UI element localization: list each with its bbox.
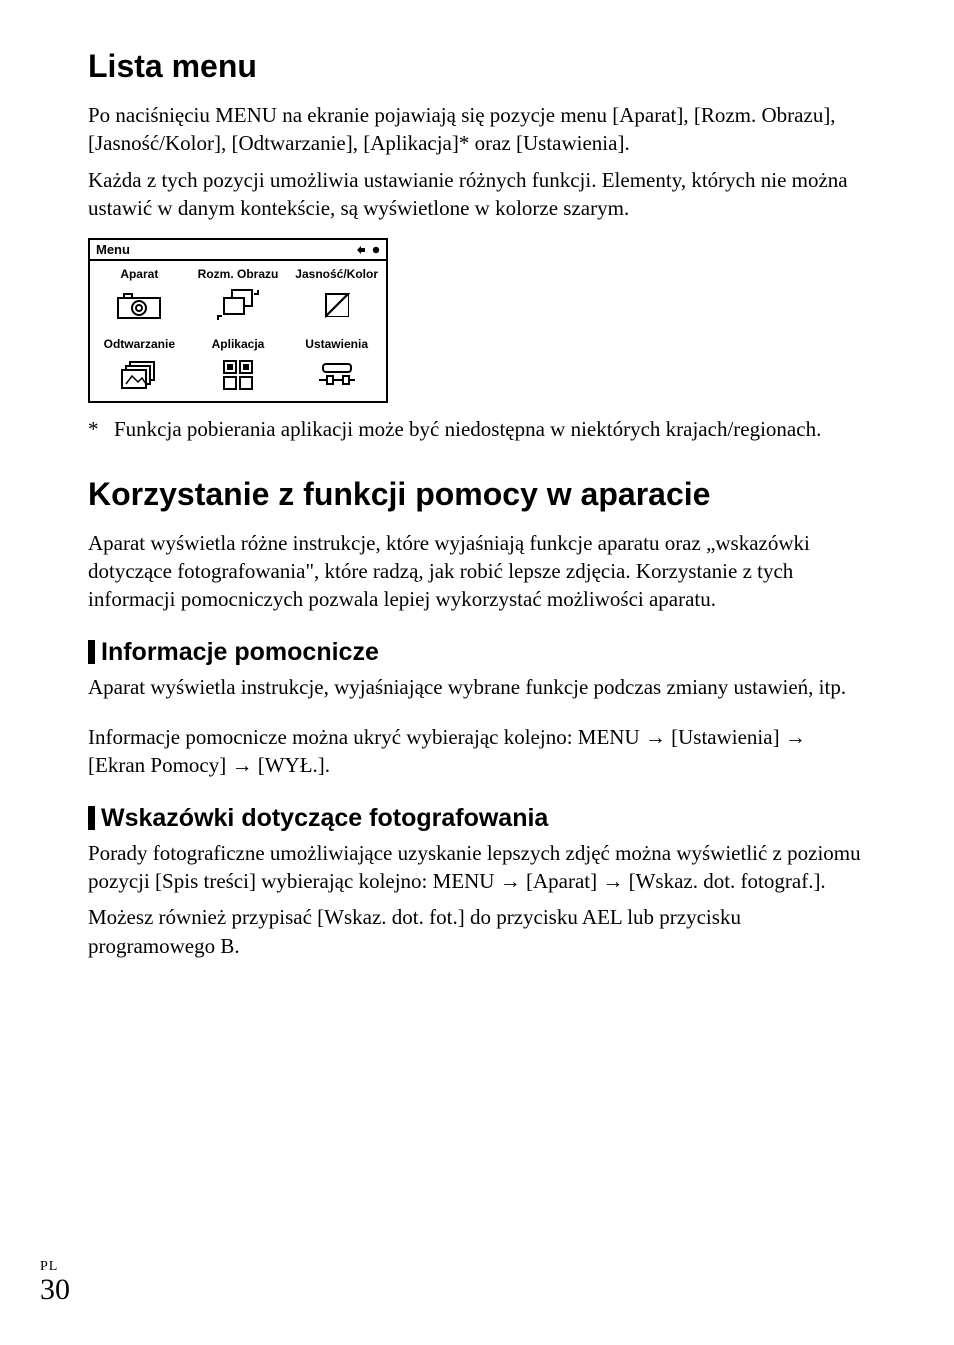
paragraph: Porady fotograficzne umożliwiające uzysk… [88,839,866,896]
settings-icon [317,362,357,388]
heading-korzystanie: Korzystanie z funkcji pomocy w aparacie [88,476,866,513]
paragraph: Aparat wyświetla instrukcje, wyjaśniając… [88,673,866,701]
menu-cell-label: Rozm. Obrazu [191,267,286,281]
subheading-text: Informacje pomocnicze [101,638,379,667]
footnote-mark: * [88,415,114,443]
page-number: 30 [40,1275,70,1305]
apps-icon [222,359,254,391]
paragraph: Możesz również przypisać [Wskaz. dot. fo… [88,903,866,960]
playback-icon [118,358,160,392]
menu-cell-label: Ustawienia [289,337,384,351]
paragraph: Informacje pomocnicze można ukryć wybier… [88,723,866,780]
menu-cell-aplikacja: Aplikacja [189,331,288,401]
paragraph: Aparat wyświetla różne instrukcje, które… [88,529,866,614]
menu-screenshot: Menu Aparat Rozm. Obrazu [88,238,388,403]
menu-cell-label: Aparat [92,267,187,281]
subheading-informacje: Informacje pomocnicze [88,638,866,667]
menu-cell-aparat: Aparat [90,261,189,331]
menu-cell-ustawienia: Ustawienia [287,331,386,401]
heading-lista-menu: Lista menu [88,48,866,85]
menu-cell-odtwarzanie: Odtwarzanie [90,331,189,401]
page-footer: PL 30 [40,1259,70,1305]
camera-icon [116,290,162,320]
dot-icon [372,246,380,254]
menu-cell-label: Aplikacja [191,337,286,351]
subheading-bar-icon [88,806,95,830]
menu-cell-jasnosc: Jasność/Kolor [287,261,386,331]
menu-title: Menu [96,242,130,257]
menu-cell-label: Jasność/Kolor [289,267,384,281]
paragraph: Każda z tych pozycji umożliwia ustawiani… [88,166,866,223]
menu-cell-rozm: Rozm. Obrazu [189,261,288,331]
subheading-text: Wskazówki dotyczące fotografowania [101,804,548,833]
back-arrow-icon [354,244,368,256]
footnote-text: Funkcja pobierania aplikacji może być ni… [114,415,821,443]
menu-header-right [354,244,380,256]
footnote: * Funkcja pobierania aplikacji może być … [88,415,866,443]
menu-cell-label: Odtwarzanie [92,337,187,351]
menu-header: Menu [90,240,386,261]
paragraph: Po naciśnięciu MENU na ekranie pojawiają… [88,101,866,158]
brightness-icon [322,290,352,320]
image-size-icon [216,288,260,322]
subheading-bar-icon [88,640,95,664]
subheading-wskazowki: Wskazówki dotyczące fotografowania [88,804,866,833]
